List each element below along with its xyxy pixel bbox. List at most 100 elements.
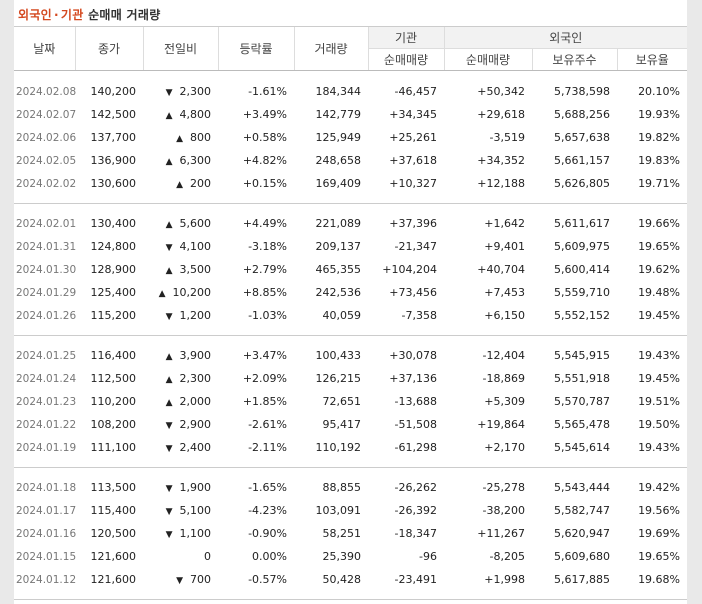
cell-rate: -2.61% [248, 418, 287, 431]
cell-date: 2024.01.26 [16, 309, 77, 322]
change-value: 5,100 [179, 504, 212, 517]
up-triangle-icon: ▲ [158, 289, 166, 299]
header-foreign-net[interactable]: 순매매량 [443, 48, 532, 71]
cell-date: 2024.01.16 [16, 527, 77, 540]
cell-foreign-ratio: 19.83% [638, 154, 681, 167]
header-close[interactable]: 종가 [74, 26, 143, 71]
cell-change: ▼ 1,200 [143, 304, 218, 327]
spacer-cell [14, 591, 687, 600]
up-triangle-icon: ▲ [165, 398, 173, 408]
cell-foreign-net: -25,278 [482, 481, 525, 494]
up-triangle-icon: ▲ [176, 180, 183, 190]
table-row: 2024.01.26 115,200 ▼ 1,200 -1.03% 40,059 -7,35… [14, 304, 687, 327]
cell-rate: -1.03% [248, 309, 287, 322]
cell-foreign-ratio: 19.68% [638, 573, 681, 586]
cell-change: ▼ 5,100 [143, 499, 218, 522]
cell-institution-net: -7,358 [401, 309, 437, 322]
cell-foreign-net: +12,188 [477, 177, 525, 190]
cell-foreign-ratio: 19.48% [638, 286, 681, 299]
cell-volume: 126,215 [315, 372, 362, 385]
cell-rate: +8.85% [242, 286, 287, 299]
cell-institution-net: +30,078 [389, 349, 437, 362]
cell-change: ▼ 4,100 [143, 235, 218, 258]
change-value: 2,400 [179, 441, 212, 454]
header-volume[interactable]: 거래량 [293, 26, 368, 71]
cell-foreign-net: +9,401 [484, 240, 525, 253]
change-value: 5,600 [179, 217, 212, 230]
cell-rate: +0.58% [242, 131, 287, 144]
cell-change: ▼ 2,900 [143, 413, 218, 436]
cell-foreign-shares: 5,688,256 [554, 108, 610, 121]
cell-change: ▲ 800 [143, 126, 218, 149]
header-foreign-group: 외국인 [443, 26, 688, 49]
spacer-cell [14, 195, 687, 204]
up-triangle-icon: ▲ [165, 375, 173, 385]
header-change[interactable]: 전일비 [142, 26, 218, 71]
cell-foreign-shares: 5,657,638 [554, 131, 610, 144]
cell-foreign-net: -8,205 [489, 550, 525, 563]
cell-foreign-ratio: 19.56% [638, 504, 681, 517]
cell-close: 128,900 [90, 263, 137, 276]
cell-rate: -4.23% [248, 504, 287, 517]
cell-institution-net: -18,347 [394, 527, 437, 540]
cell-change: ▲ 200 [143, 172, 218, 195]
table-row: 2024.01.15 121,600 0 0.00% 25,390 -96 -8,205 5,… [14, 545, 687, 568]
cell-rate: -3.18% [248, 240, 287, 253]
table-row: 2024.01.25 116,400 ▲ 3,900 +3.47% 100,433 +30,… [14, 344, 687, 367]
table-row: 2024.02.05 136,900 ▲ 6,300 +4.82% 248,658 +37,… [14, 149, 687, 172]
cell-foreign-ratio: 19.50% [638, 418, 681, 431]
cell-institution-net: +104,204 [382, 263, 437, 276]
header-foreign-shares[interactable]: 보유주수 [531, 48, 617, 71]
cell-foreign-shares: 5,545,915 [554, 349, 610, 362]
spacer-cell [14, 336, 687, 344]
cell-date: 2024.02.01 [16, 217, 77, 230]
cell-close: 142,500 [90, 108, 137, 121]
cell-foreign-net: -38,200 [482, 504, 525, 517]
cell-foreign-ratio: 19.65% [638, 240, 681, 253]
cell-change: ▲ 2,000 [143, 390, 218, 413]
change-value: 4,100 [179, 240, 212, 253]
header-institution-net[interactable]: 순매매량 [367, 48, 444, 71]
cell-foreign-ratio: 19.42% [638, 481, 681, 494]
cell-date: 2024.02.08 [16, 85, 77, 98]
cell-foreign-ratio: 19.45% [638, 372, 681, 385]
change-value: 10,200 [172, 286, 212, 299]
cell-institution-net: -96 [419, 550, 437, 563]
spacer-cell [14, 71, 687, 81]
change-value: 2,900 [179, 418, 212, 431]
row-spacer [14, 327, 687, 336]
cell-rate: +3.49% [242, 108, 287, 121]
cell-foreign-net: +11,267 [477, 527, 525, 540]
change-value: 800 [190, 131, 211, 144]
cell-foreign-net: +1,642 [484, 217, 525, 230]
cell-institution-net: -13,688 [394, 395, 437, 408]
cell-institution-net: -46,457 [394, 85, 437, 98]
cell-date: 2024.01.15 [16, 550, 77, 563]
cell-foreign-net: +2,170 [484, 441, 525, 454]
cell-volume: 248,658 [315, 154, 362, 167]
cell-change: ▼ 1,900 [143, 476, 218, 499]
group-divider [14, 467, 688, 468]
header-rate[interactable]: 등락률 [217, 26, 294, 71]
cell-close: 130,600 [90, 177, 137, 190]
cell-rate: -2.11% [248, 441, 287, 454]
cell-foreign-shares: 5,617,885 [554, 573, 610, 586]
change-value: 1,100 [179, 527, 212, 540]
cell-close: 108,200 [90, 418, 137, 431]
cell-date: 2024.01.25 [16, 349, 77, 362]
change-value: 1,900 [179, 481, 212, 494]
down-triangle-icon: ▼ [165, 243, 173, 253]
cell-date: 2024.01.12 [16, 573, 77, 586]
row-spacer [14, 204, 687, 212]
up-triangle-icon: ▲ [165, 157, 173, 167]
table-row: 2024.01.31 124,800 ▼ 4,100 -3.18% 209,137 -21,… [14, 235, 687, 258]
divider-cell [14, 203, 688, 204]
cell-date: 2024.01.19 [16, 441, 77, 454]
header-date[interactable]: 날짜 [14, 26, 75, 71]
cell-date: 2024.01.18 [16, 481, 77, 494]
cell-close: 115,400 [90, 504, 137, 517]
divider-cell [14, 335, 688, 336]
cell-close: 136,900 [90, 154, 137, 167]
header-foreign-ratio[interactable]: 보유율 [616, 48, 688, 71]
change-value: 4,800 [179, 108, 212, 121]
